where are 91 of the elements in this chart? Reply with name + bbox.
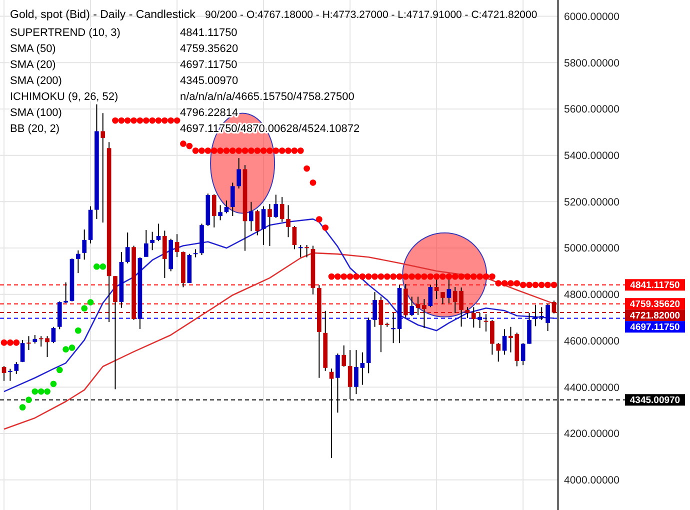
candlestick bbox=[82, 229, 87, 260]
candlestick bbox=[304, 244, 309, 258]
candlestick bbox=[292, 226, 297, 250]
candlestick bbox=[212, 194, 216, 228]
text: Gold, spot (Bid) - Daily - Candlestick bbox=[10, 9, 196, 21]
point bbox=[68, 344, 76, 351]
point bbox=[81, 305, 88, 312]
y-tick-label: 5200.00000 bbox=[564, 196, 620, 208]
point bbox=[87, 299, 94, 306]
candlestick bbox=[156, 223, 161, 242]
y-tick-label: 6000.00000 bbox=[564, 10, 620, 23]
point bbox=[44, 388, 50, 395]
candlestick bbox=[490, 319, 494, 356]
candlestick bbox=[342, 344, 346, 368]
candlestick bbox=[14, 362, 19, 374]
candlestick bbox=[2, 366, 6, 382]
annotation: ICHIMOKU (9, 26, 52) bbox=[10, 91, 118, 103]
candlestick bbox=[286, 204, 290, 238]
annotation: SMA (100) bbox=[10, 107, 62, 119]
candlestick bbox=[162, 230, 167, 278]
candlestick bbox=[428, 284, 433, 308]
point bbox=[100, 263, 106, 270]
candlestick bbox=[360, 352, 365, 386]
candlestick bbox=[125, 232, 130, 264]
candlestick bbox=[478, 312, 482, 329]
candlestick bbox=[280, 196, 284, 222]
candlestick bbox=[249, 201, 254, 232]
candlestick bbox=[76, 250, 80, 274]
annotation: 4345.00970 bbox=[180, 75, 238, 87]
annotation: n/a/n/a/n/a/4665.15750/4758.27500 bbox=[180, 91, 354, 103]
annotation: 4697.11750 bbox=[180, 59, 238, 71]
y-tick-label: 5000.00000 bbox=[564, 242, 620, 255]
candlestick bbox=[218, 204, 222, 221]
candlestick bbox=[144, 229, 148, 258]
candlestick bbox=[502, 328, 507, 356]
candlestick bbox=[372, 292, 377, 328]
point bbox=[94, 263, 100, 270]
annotation: SMA (20) bbox=[10, 59, 56, 71]
y-tick-label: 5600.00000 bbox=[564, 104, 620, 116]
point bbox=[32, 388, 38, 395]
candlestick bbox=[26, 336, 31, 351]
y-tick-label: 4400.00000 bbox=[564, 382, 620, 394]
annotation: 4841.11750 bbox=[180, 27, 238, 39]
y-tick-label: 5800.00000 bbox=[564, 57, 620, 70]
point bbox=[56, 366, 63, 374]
ref-line-label: 4721.82000 bbox=[630, 310, 680, 322]
ref-line-label: 4759.35620 bbox=[630, 299, 680, 310]
candlestick bbox=[391, 312, 396, 344]
candlestick bbox=[174, 234, 180, 258]
point bbox=[19, 404, 26, 411]
annotation: SMA (200) bbox=[10, 75, 62, 87]
line-series bbox=[3, 252, 555, 430]
candlestick bbox=[51, 326, 56, 344]
candlestick bbox=[274, 194, 278, 218]
annotation: SMA (50) bbox=[10, 43, 56, 55]
candlestick bbox=[354, 350, 358, 395]
point bbox=[26, 396, 32, 404]
ref-line-label: 4345.00970 bbox=[630, 395, 680, 406]
point bbox=[38, 388, 44, 395]
candlestick bbox=[100, 112, 106, 224]
point bbox=[62, 346, 70, 353]
candlestick bbox=[255, 209, 260, 236]
candlestick bbox=[20, 340, 25, 363]
annotation: 4796.22814 bbox=[180, 107, 238, 119]
y-tick-label: 4800.00000 bbox=[564, 289, 620, 302]
ref-line-label: 4697.11750 bbox=[630, 322, 680, 334]
point bbox=[74, 327, 82, 334]
y-tick-label: 4600.00000 bbox=[564, 335, 620, 348]
candlestick bbox=[527, 312, 532, 344]
candlestick bbox=[268, 204, 272, 246]
candlestick bbox=[236, 158, 241, 189]
ref-line-label: 4841.11750 bbox=[630, 280, 680, 292]
annotation: SUPERTREND (10, 3) bbox=[10, 27, 120, 39]
y-tick-label: 4000.00000 bbox=[564, 474, 620, 487]
candlestick bbox=[193, 248, 198, 258]
candlestick bbox=[496, 342, 501, 362]
candlestick bbox=[8, 368, 12, 382]
annotation: BB (20, 2) bbox=[10, 123, 60, 135]
point bbox=[50, 380, 57, 388]
candlestick bbox=[261, 206, 266, 246]
annotation: 4759.35620 bbox=[180, 43, 238, 55]
candlestick bbox=[230, 182, 235, 217]
candlestick bbox=[224, 200, 229, 214]
y-tick-label: 4200.00000 bbox=[564, 428, 620, 440]
text: 90/200 - O:4767.18000 - H:4773.27000 - L:4717.91000 - C:4721.82000 bbox=[205, 9, 538, 21]
y-tick-label: 5400.00000 bbox=[564, 150, 620, 162]
candlestick bbox=[150, 231, 154, 251]
candlestick bbox=[440, 292, 445, 305]
candlestick bbox=[298, 244, 303, 258]
candlestick bbox=[520, 342, 526, 366]
candlestick bbox=[410, 296, 414, 316]
